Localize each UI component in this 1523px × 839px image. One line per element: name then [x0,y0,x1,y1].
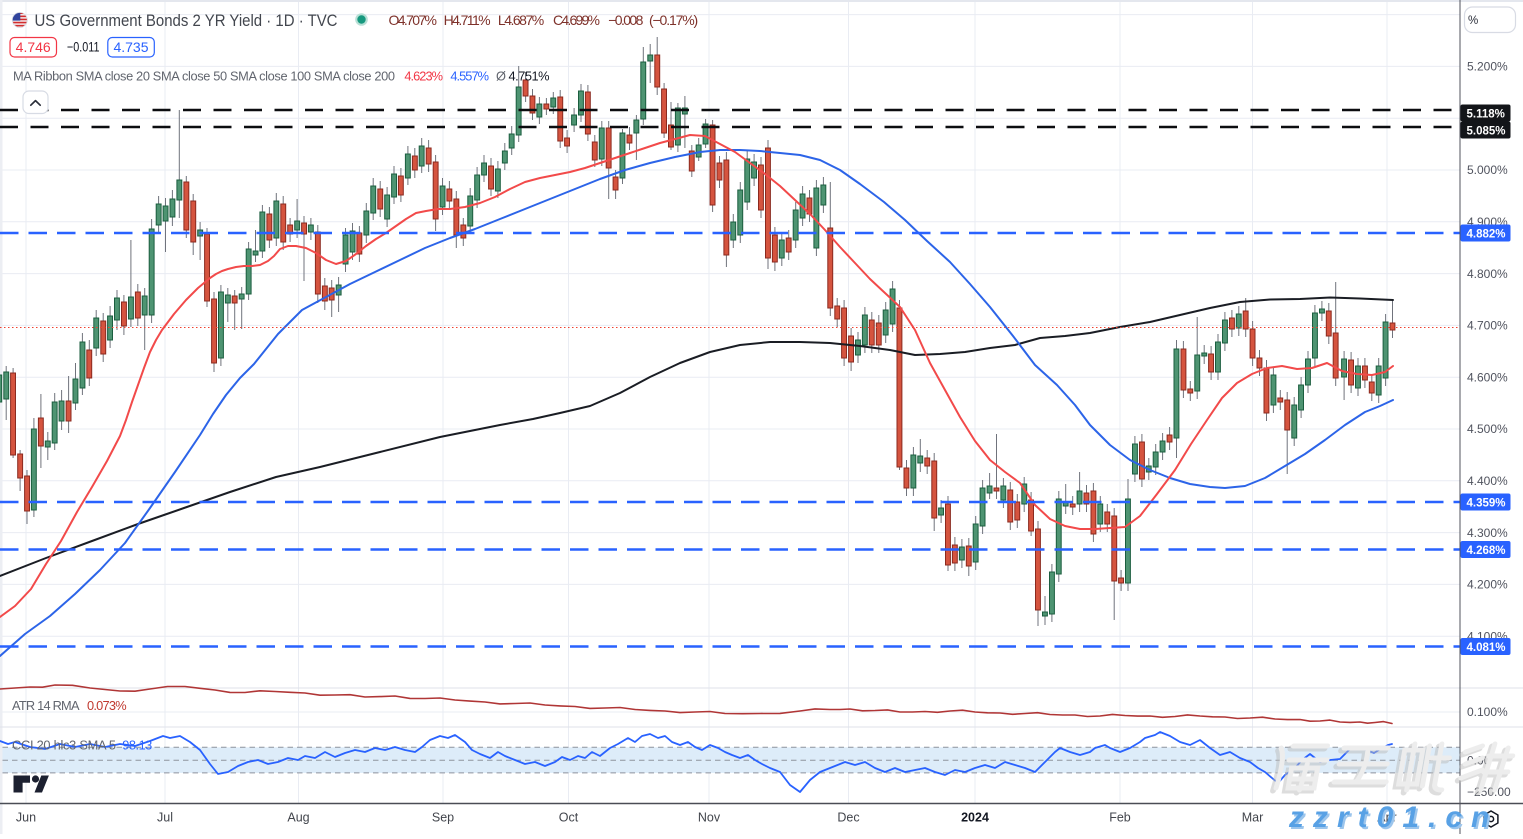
svg-text:C4.699%: C4.699% [553,12,600,28]
svg-text:Apr: Apr [1377,811,1396,825]
svg-text:4.557%: 4.557% [450,69,489,84]
svg-text:Mar: Mar [1242,811,1264,825]
svg-text:Aug: Aug [287,811,309,825]
svg-text:4.200%: 4.200% [1467,578,1508,592]
svg-text:L4.687%: L4.687% [498,12,544,28]
svg-text:Sep: Sep [432,811,454,825]
svg-text:4.623%: 4.623% [404,69,443,84]
svg-text:H4.711%: H4.711% [444,12,491,28]
svg-text:2024: 2024 [961,811,989,825]
svg-text:%: % [1468,15,1478,27]
svg-text:MA Ribbon SMA close 20 SMA clo: MA Ribbon SMA close 20 SMA close 50 SMA … [13,69,395,84]
svg-text:Ø: Ø [496,69,506,84]
svg-text:Jun: Jun [16,811,36,825]
svg-text:(−0.17%): (−0.17%) [649,12,698,28]
svg-text:zzrt01.cn: zzrt01.cn [1288,801,1498,834]
svg-text:4.500%: 4.500% [1467,422,1508,436]
svg-text:4.700%: 4.700% [1467,319,1508,333]
svg-text:4.600%: 4.600% [1467,370,1508,384]
svg-text:zzrt01.cn: zzrt01.cn [1290,803,1500,834]
svg-text:Nov: Nov [698,811,721,825]
svg-text:US Government Bonds 2 YR Yield: US Government Bonds 2 YR Yield · 1D · TV… [35,11,338,30]
svg-text:5.085%: 5.085% [1467,125,1506,137]
svg-text:4.268%: 4.268% [1467,545,1506,557]
svg-text:4.882%: 4.882% [1467,228,1506,240]
svg-text:Jul: Jul [157,811,173,825]
svg-text:4.735: 4.735 [113,39,148,55]
svg-text:4.300%: 4.300% [1467,526,1508,540]
svg-text:4.751%: 4.751% [509,69,550,84]
svg-text:4.400%: 4.400% [1467,474,1508,488]
svg-text:0.100%: 0.100% [1467,705,1508,719]
svg-text:4.800%: 4.800% [1467,267,1508,281]
svg-text:−0.008: −0.008 [608,12,643,28]
svg-text:5.200%: 5.200% [1467,60,1508,74]
svg-text:5.000%: 5.000% [1467,163,1508,177]
svg-text:ATR 14 RMA: ATR 14 RMA [12,698,80,713]
svg-text:Dec: Dec [837,811,859,825]
svg-text:Oct: Oct [559,811,579,825]
svg-text:CCI 20 hlc3 SMA 5: CCI 20 hlc3 SMA 5 [12,738,116,753]
svg-text:4.081%: 4.081% [1467,642,1506,654]
svg-text:98.13: 98.13 [122,738,152,753]
svg-text:5.118%: 5.118% [1467,108,1505,120]
svg-text:4.746: 4.746 [16,39,51,55]
svg-text:0.073%: 0.073% [87,698,127,713]
svg-text:4.359%: 4.359% [1467,497,1506,509]
svg-text:Feb: Feb [1109,811,1131,825]
svg-text:O4.707%: O4.707% [389,12,438,28]
svg-text:−0.011: −0.011 [67,40,100,55]
